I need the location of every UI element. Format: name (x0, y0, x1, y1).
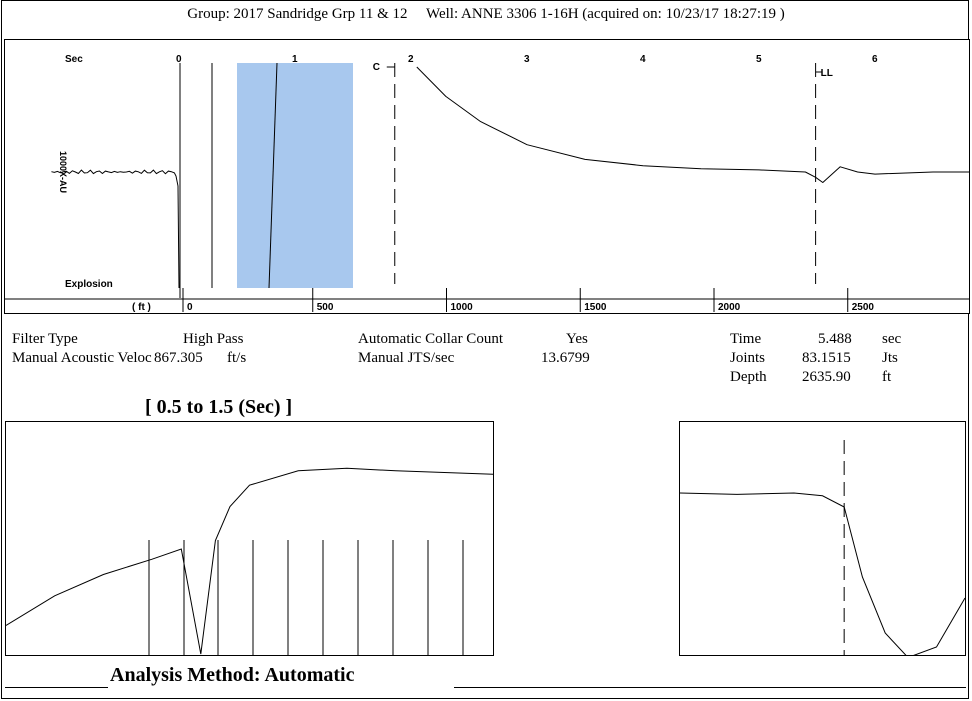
ft-tick-label: 500 (317, 302, 334, 313)
sec-tick-label: 3 (524, 54, 530, 65)
manual-velocity-value: 867.305 (154, 350, 203, 366)
auto-collar-label: Automatic Collar Count (358, 331, 503, 347)
well-label: Well: ANNE 3306 1-16H (426, 6, 579, 22)
analysis-rule-left (5, 687, 108, 688)
collar-zoom-svg (6, 467, 493, 655)
liquid-level-marker-label: LL (821, 68, 833, 79)
time-unit: sec (882, 331, 902, 347)
depth-unit: ft (882, 369, 892, 385)
sec-tick-label: 2 (408, 54, 414, 65)
reflection-trace (416, 66, 969, 183)
analysis-method-label: Analysis Method: Automatic (110, 664, 355, 686)
filter-type-value: High Pass (183, 331, 244, 347)
liquid-level-chart[interactable] (679, 421, 966, 656)
manual-velocity-unit: ft/s (227, 350, 247, 366)
collar-zoom-trace (6, 467, 493, 655)
ft-tick-label: 2500 (852, 302, 875, 313)
group-label: Group: 2017 Sandridge Grp 11 & 12 (187, 6, 408, 22)
main-chart-svg: CLLSec01234567( ft )05001000150020002500… (5, 54, 969, 313)
depth-value: 2635.90 (802, 369, 851, 385)
page-header: Group: 2017 Sandridge Grp 11 & 12 Well: … (0, 6, 972, 23)
collar-marker-label: C (373, 62, 380, 73)
selection-highlight (237, 63, 353, 288)
sec-axis-label: Sec (65, 54, 83, 65)
sec-tick-label: 0 (176, 54, 182, 65)
sec-tick-label: 5 (756, 54, 762, 65)
collar-slope-line (268, 62, 278, 289)
joints-value: 83.1515 (802, 350, 851, 366)
ft-tick-label: 1000 (450, 302, 473, 313)
sec-tick-label: 6 (872, 54, 878, 65)
ft-tick-label: 0 (187, 302, 193, 313)
time-label: Time (730, 331, 762, 347)
zoom-window-title: [ 0.5 to 1.5 (Sec) ] (145, 396, 293, 418)
manual-jts-label: Manual JTS/sec (358, 350, 455, 366)
filter-type-label: Filter Type (12, 331, 78, 347)
manual-jts-value: 13.6799 (541, 350, 590, 366)
ft-axis-label: ( ft ) (132, 302, 151, 313)
analysis-rule-right (454, 687, 966, 688)
pre-trigger-trace (51, 169, 180, 289)
explosion-label: Explosion (65, 279, 113, 290)
liquid-level-trace (680, 492, 965, 655)
joints-label: Joints (730, 350, 766, 366)
depth-label: Depth (730, 369, 767, 385)
sec-tick-label: 1 (292, 54, 298, 65)
joints-unit: Jts (882, 350, 898, 366)
liquid-level-svg (680, 440, 965, 655)
auto-collar-value: Yes (566, 331, 588, 347)
sec-tick-label: 4 (640, 54, 646, 65)
main-acoustic-chart[interactable]: CLLSec01234567( ft )05001000150020002500… (4, 39, 970, 314)
manual-velocity-label: Manual Acoustic Veloc (12, 350, 152, 366)
acquired-label: (acquired on: 10/23/17 18:27:19 ) (582, 6, 785, 22)
ft-tick-label: 1500 (584, 302, 607, 313)
time-value: 5.488 (818, 331, 852, 347)
collar-zoom-chart[interactable] (5, 421, 494, 656)
ft-tick-label: 2000 (718, 302, 741, 313)
